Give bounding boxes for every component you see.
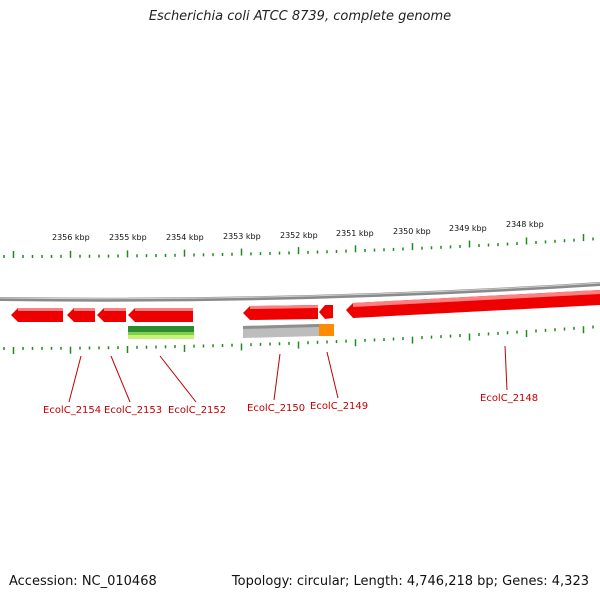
scale-label-2348: 2348 kbp xyxy=(506,220,544,229)
gene-ecolc-2153[interactable] xyxy=(67,308,95,322)
scale-label-2352: 2352 kbp xyxy=(280,231,318,240)
gene-ecolc-2148[interactable] xyxy=(346,290,600,318)
scale-label-2355: 2355 kbp xyxy=(109,233,147,242)
scale-label-2356: 2356 kbp xyxy=(52,233,90,242)
gene-label-2150: EcolC_2150 xyxy=(247,403,305,414)
feature-track-orange xyxy=(319,324,334,336)
genome-summary-text: Topology: circular; Length: 4,746,218 bp… xyxy=(231,574,589,589)
label-line-2148 xyxy=(504,345,508,391)
scale-label-2350: 2350 kbp xyxy=(393,227,431,236)
gene-ecolc-2149[interactable] xyxy=(319,305,333,319)
label-line-2149 xyxy=(326,351,339,399)
scale-label-2354: 2354 kbp xyxy=(166,233,204,242)
gene-ecolc-2153b[interactable] xyxy=(97,308,126,322)
page-title: Escherichia coli ATCC 8739, complete gen… xyxy=(148,9,452,24)
ruler-ticks-top xyxy=(3,234,594,258)
gene-ecolc-2152[interactable] xyxy=(128,308,193,322)
ruler-ticks-bottom xyxy=(3,325,594,354)
genome-backbone-highlight xyxy=(0,282,600,300)
label-line-2150 xyxy=(273,353,281,401)
gene-label-2148: EcolC_2148 xyxy=(480,393,538,404)
feature-track-gray xyxy=(243,324,319,338)
label-line-2153 xyxy=(110,355,131,403)
gene-label-2153: EcolC_2153 xyxy=(104,405,162,416)
gene-label-2152: EcolC_2152 xyxy=(168,405,226,416)
scale-label-2351: 2351 kbp xyxy=(336,229,374,238)
gene-label-2154: EcolC_2154 xyxy=(43,405,101,416)
gene-ecolc-2154[interactable] xyxy=(11,308,63,322)
scale-label-2349: 2349 kbp xyxy=(449,224,487,233)
label-line-2154 xyxy=(68,355,82,403)
gene-ecolc-2150[interactable] xyxy=(243,305,318,320)
label-line-2152 xyxy=(159,355,197,403)
genome-backbone xyxy=(0,282,600,302)
scale-label-2353: 2353 kbp xyxy=(223,232,261,241)
accession-text: Accession: NC_010468 xyxy=(9,574,157,589)
feature-track-green xyxy=(128,326,194,339)
gene-label-2149: EcolC_2149 xyxy=(310,401,368,412)
